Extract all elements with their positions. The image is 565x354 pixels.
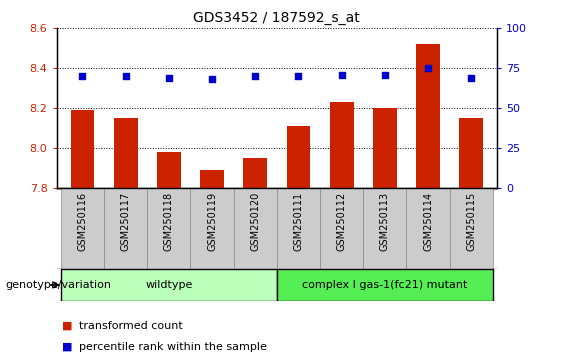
Bar (450, 188, 493, 269)
Point (164, 75, 173, 80)
Bar (114, 118, 137, 188)
Bar (71, 110, 94, 188)
Bar (459, 118, 483, 188)
Text: ■: ■ (62, 342, 73, 352)
Bar (286, 126, 310, 188)
Title: GDS3452 / 187592_s_at: GDS3452 / 187592_s_at (193, 11, 360, 24)
Point (467, 75, 476, 80)
Point (337, 72, 346, 77)
Text: GSM250118: GSM250118 (164, 192, 174, 251)
Text: transformed count: transformed count (79, 321, 183, 331)
Text: GSM250119: GSM250119 (207, 192, 217, 251)
Bar (61, 188, 104, 269)
Point (294, 73, 303, 79)
Point (207, 76, 216, 82)
Text: GSM250112: GSM250112 (337, 192, 347, 251)
Bar (157, 152, 181, 188)
Bar (104, 188, 147, 269)
Text: GSM250117: GSM250117 (121, 192, 131, 251)
Point (121, 73, 130, 79)
Text: GSM250120: GSM250120 (250, 192, 260, 251)
Bar (277, 269, 493, 301)
Text: GSM250111: GSM250111 (293, 192, 303, 251)
Text: GSM250115: GSM250115 (466, 192, 476, 251)
Bar (277, 188, 320, 269)
Point (380, 72, 389, 77)
Bar (373, 108, 397, 188)
Bar (147, 188, 190, 269)
Bar (363, 188, 406, 269)
Text: percentile rank within the sample: percentile rank within the sample (79, 342, 267, 352)
Bar (330, 102, 354, 188)
Bar (234, 188, 277, 269)
Bar (61, 269, 277, 301)
Text: complex I gas-1(fc21) mutant: complex I gas-1(fc21) mutant (302, 280, 468, 290)
Text: wildtype: wildtype (145, 280, 193, 290)
Bar (406, 188, 450, 269)
Bar (190, 188, 234, 269)
Text: GSM250113: GSM250113 (380, 192, 390, 251)
Point (424, 65, 433, 71)
Point (251, 73, 260, 79)
Bar (320, 188, 363, 269)
Text: GSM250114: GSM250114 (423, 192, 433, 251)
Text: genotype/variation: genotype/variation (6, 280, 112, 290)
Point (78, 73, 87, 79)
Text: ■: ■ (62, 321, 73, 331)
Bar (200, 170, 224, 188)
Text: GSM250116: GSM250116 (77, 192, 88, 251)
Bar (416, 44, 440, 188)
Bar (244, 158, 267, 188)
